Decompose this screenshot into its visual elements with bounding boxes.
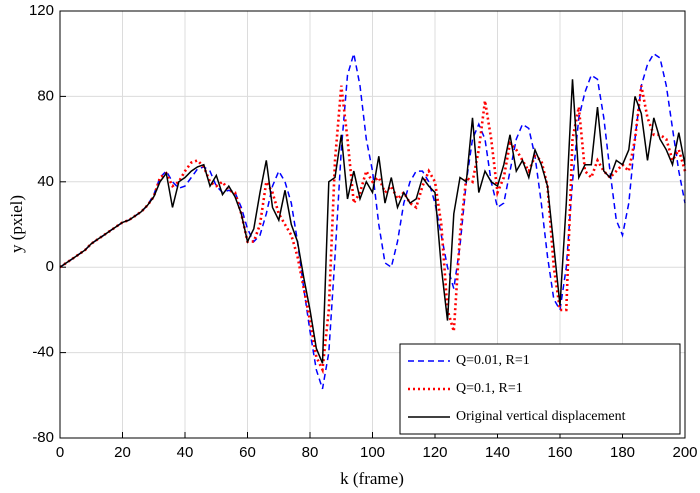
x-tick-label: 80 [302,444,319,461]
legend-label: Q=0.1, R=1 [456,381,523,396]
plot-frame [59,10,686,439]
y-tick-label: 40 [37,173,54,190]
y-tick-label: 80 [37,87,54,104]
y-tick-label: -80 [32,429,54,446]
x-axis-label: k (frame) [340,469,404,488]
series-line [59,79,686,364]
x-tick-label: 120 [422,444,447,461]
legend-label: Q=0.01, R=1 [456,353,530,368]
x-tick-label: 160 [547,444,572,461]
y-tick-label: 0 [46,258,54,275]
legend-box [399,343,681,435]
y-tick-label: 120 [29,2,54,19]
legend-label: Original vertical displacement [456,409,626,424]
x-tick-label: 20 [114,444,131,461]
x-tick-label: 100 [360,444,385,461]
x-tick-label: 140 [485,444,510,461]
y-axis-label: y (pxiel) [7,195,26,253]
x-tick-label: 180 [610,444,635,461]
y-tick-label: -40 [32,344,54,361]
series-line [59,52,686,390]
x-tick-label: 60 [239,444,256,461]
x-tick-label: 200 [672,444,697,461]
x-tick-label: 0 [56,444,64,461]
series-line [59,85,687,375]
x-tick-label: 40 [177,444,194,461]
